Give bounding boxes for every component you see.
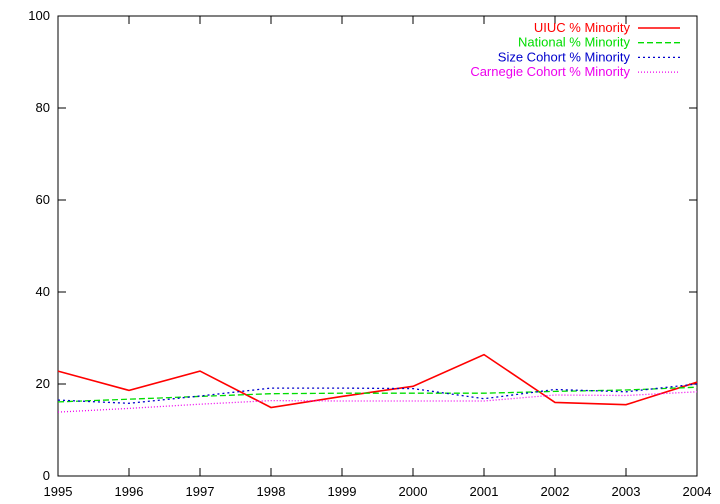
series-line-3 [57, 383, 698, 404]
y-tick-label: 60 [36, 192, 50, 207]
x-tick-label: 2004 [683, 484, 712, 499]
legend-label-3: Size Cohort % Minority [498, 49, 631, 64]
x-tick-label: 2003 [612, 484, 641, 499]
x-tick-label: 1999 [328, 484, 357, 499]
x-tick-label: 2002 [541, 484, 570, 499]
x-tick-label: 1996 [115, 484, 144, 499]
x-tick-label: 1997 [186, 484, 215, 499]
x-tick-label: 1995 [44, 484, 73, 499]
legend-label-4: Carnegie Cohort % Minority [470, 64, 630, 79]
x-tick-label: 2000 [399, 484, 428, 499]
series-line-4 [57, 391, 698, 413]
series-lines [57, 353, 698, 413]
y-tick-label: 0 [43, 468, 50, 483]
series-line-2 [57, 386, 698, 403]
series-line-1 [57, 353, 698, 409]
legend-label-1: UIUC % Minority [534, 20, 631, 35]
tick-marks: 0 20 40 60 80 100 1995 1996 1997 1998 1999 2000 2001… [28, 8, 711, 499]
y-tick-label: 100 [28, 8, 50, 23]
y-tick-label: 20 [36, 376, 50, 391]
y-tick-label: 80 [36, 100, 50, 115]
x-tick-label: 2001 [470, 484, 499, 499]
y-tick-label: 40 [36, 284, 50, 299]
x-tick-label: 1998 [257, 484, 286, 499]
legend-label-2: National % Minority [518, 35, 630, 50]
plot-frame [57, 15, 698, 477]
axes [57, 15, 698, 477]
